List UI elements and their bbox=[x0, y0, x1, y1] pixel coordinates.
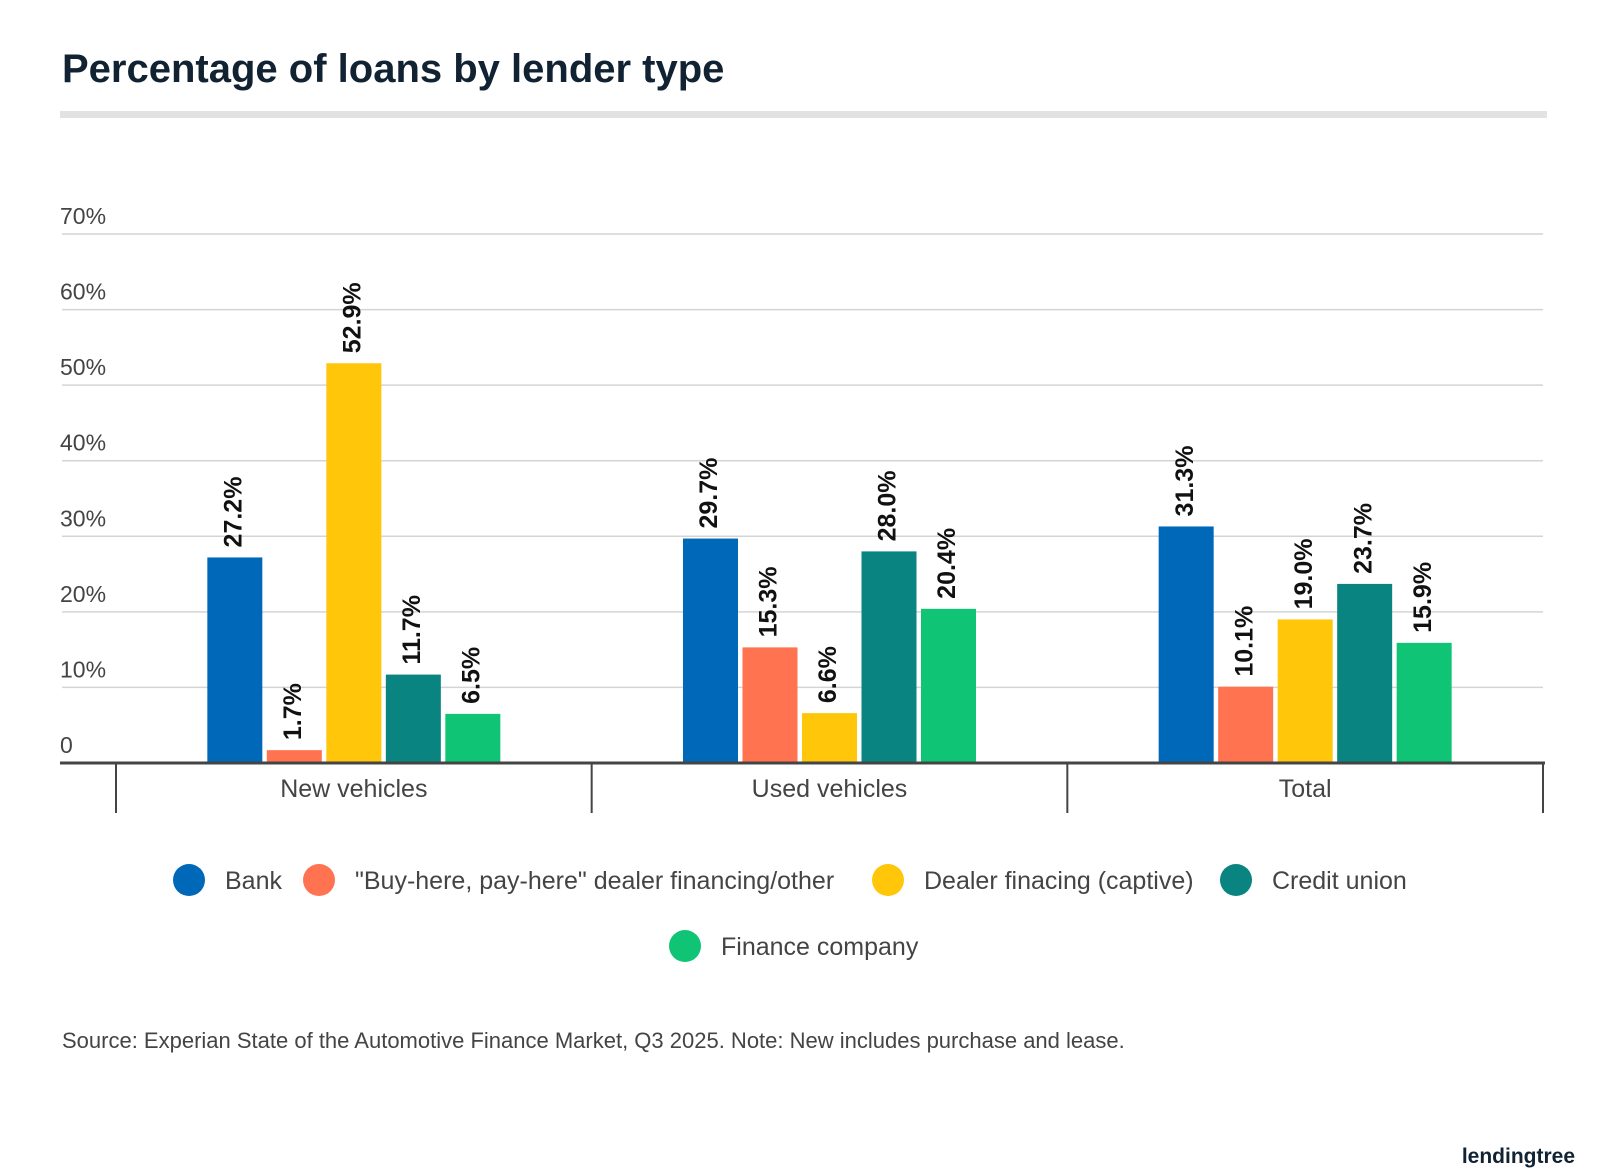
source-note: Source: Experian State of the Automotive… bbox=[62, 1028, 1125, 1053]
legend-label: Credit union bbox=[1272, 867, 1407, 895]
bar bbox=[207, 557, 263, 763]
logo: lendingtree bbox=[1462, 1145, 1575, 1168]
bar bbox=[742, 647, 798, 763]
legend-swatch bbox=[303, 864, 335, 896]
bar bbox=[266, 750, 322, 763]
y-tick-label: 50% bbox=[60, 354, 106, 380]
x-tick-label: Total bbox=[1279, 775, 1332, 803]
legend-label: "Buy-here, pay-here" dealer financing/ot… bbox=[355, 867, 834, 895]
value-label: 6.6% bbox=[814, 646, 842, 703]
bar bbox=[326, 363, 382, 763]
legend-label: Bank bbox=[225, 867, 282, 895]
x-tick-label: Used vehicles bbox=[752, 775, 908, 803]
value-label: 29.7% bbox=[695, 458, 723, 529]
legend-label: Dealer finacing (captive) bbox=[924, 867, 1194, 895]
legend-swatch bbox=[1220, 864, 1252, 896]
value-label: 19.0% bbox=[1290, 539, 1318, 610]
bar bbox=[802, 713, 857, 763]
value-label: 15.3% bbox=[755, 566, 783, 637]
legend-swatch bbox=[872, 864, 904, 896]
y-tick-label: 20% bbox=[60, 581, 106, 607]
legend-swatch bbox=[669, 930, 701, 962]
value-label: 6.5% bbox=[457, 647, 485, 704]
bar bbox=[1158, 526, 1214, 763]
value-label: 31.3% bbox=[1171, 446, 1199, 517]
value-label: 28.0% bbox=[874, 471, 902, 542]
value-label: 20.4% bbox=[933, 528, 961, 599]
bar bbox=[1218, 686, 1274, 763]
bar bbox=[1396, 642, 1452, 763]
y-tick-label: 40% bbox=[60, 430, 106, 456]
value-label: 23.7% bbox=[1349, 503, 1377, 574]
bar bbox=[921, 608, 976, 763]
value-label: 11.7% bbox=[398, 595, 426, 665]
value-label: 52.9% bbox=[338, 282, 366, 353]
value-label: 15.9% bbox=[1409, 562, 1437, 633]
value-label: 10.1% bbox=[1230, 606, 1258, 677]
legend-swatch bbox=[173, 864, 205, 896]
x-tick-label: New vehicles bbox=[280, 775, 427, 803]
y-tick-label: 30% bbox=[60, 505, 106, 531]
bar bbox=[861, 551, 917, 763]
y-tick-label: 10% bbox=[60, 656, 106, 682]
y-tick-label: 60% bbox=[60, 279, 106, 305]
bar bbox=[445, 713, 501, 763]
value-label: 1.7% bbox=[279, 683, 307, 740]
bar bbox=[1337, 583, 1393, 763]
bar bbox=[1277, 619, 1333, 763]
bar bbox=[683, 538, 738, 763]
y-tick-label: 0 bbox=[60, 732, 73, 758]
bar bbox=[385, 674, 441, 763]
title-rule bbox=[60, 111, 1547, 118]
chart-title: Percentage of loans by lender type bbox=[62, 47, 724, 91]
value-label: 27.2% bbox=[219, 477, 247, 548]
legend-label: Finance company bbox=[721, 933, 919, 961]
y-tick-label: 70% bbox=[60, 203, 106, 229]
